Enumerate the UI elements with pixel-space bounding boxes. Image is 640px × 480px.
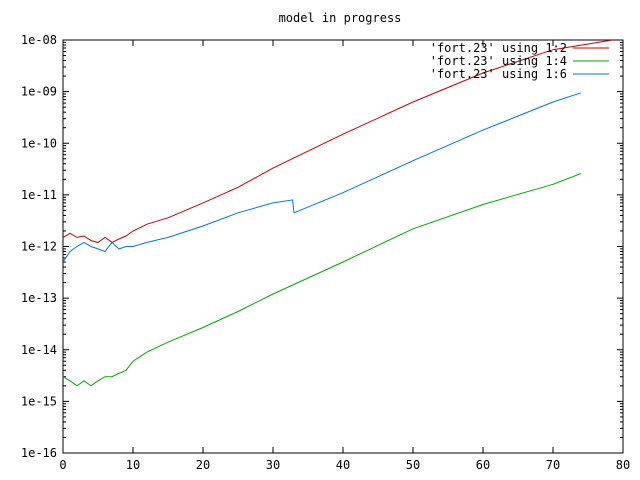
series-line-3 xyxy=(63,92,582,263)
x-tick-label: 10 xyxy=(126,458,140,472)
y-tick-label: 1e-14 xyxy=(21,343,57,357)
x-tick-label: 0 xyxy=(59,458,66,472)
x-tick-label: 50 xyxy=(406,458,420,472)
plot-area: 0 10 20 30 40 50 60 70 80 1e-16 1e-15 1e-14 1e-13 1e-… xyxy=(21,33,630,472)
legend-label-3: 'fort.23' using 1:6 xyxy=(430,67,567,81)
y-tick-label: 1e-16 xyxy=(21,446,57,460)
y-tick-label: 1e-08 xyxy=(21,33,57,47)
series-line-2 xyxy=(63,173,582,387)
x-tick-label: 70 xyxy=(546,458,560,472)
y-tick-label: 1e-10 xyxy=(21,136,57,150)
plot-frame xyxy=(62,39,624,454)
y-tick-label: 1e-12 xyxy=(21,240,57,254)
x-tick-label: 40 xyxy=(336,458,350,472)
y-tick-label: 1e-09 xyxy=(21,85,57,99)
x-tick-label: 20 xyxy=(196,458,210,472)
x-tick-label: 30 xyxy=(266,458,280,472)
legend-label-2: 'fort.23' using 1:4 xyxy=(430,54,567,68)
y-tick-label: 1e-13 xyxy=(21,291,57,305)
x-tick-label: 80 xyxy=(616,458,630,472)
y-tick-label: 1e-15 xyxy=(21,394,57,408)
chart-title: model in progress xyxy=(279,11,402,25)
series-line-1 xyxy=(63,40,613,243)
x-tick-label: 60 xyxy=(476,458,490,472)
y-tick-label: 1e-11 xyxy=(21,188,57,202)
legend-label-1: 'fort.23' using 1:2 xyxy=(430,41,567,55)
